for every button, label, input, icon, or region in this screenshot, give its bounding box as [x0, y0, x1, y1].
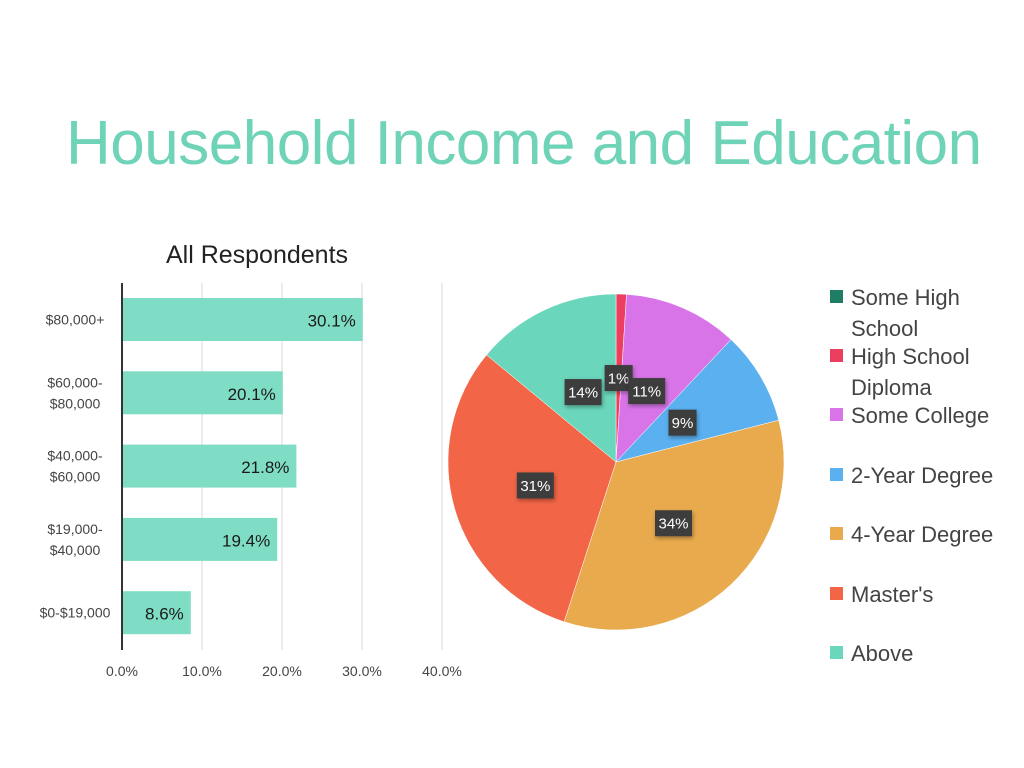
- bar-value-label: 19.4%: [222, 531, 270, 550]
- bar-value-label: 8.6%: [145, 605, 184, 624]
- pie-slice: [615, 294, 732, 463]
- legend-swatch: [830, 646, 843, 659]
- legend-label: Some High School: [851, 285, 960, 341]
- pie-slice: [615, 339, 780, 463]
- pie-slice: [486, 293, 617, 463]
- legend-swatch: [830, 408, 843, 421]
- bar-chart-bars: 30.1% 20.1% 21.8% 19.4% 8.6%: [122, 298, 363, 635]
- bar-value-label: 20.1%: [228, 385, 276, 404]
- x-tick-label: 20.0%: [262, 663, 302, 679]
- legend-label: 2-Year Degree: [851, 463, 994, 488]
- category-label: $0-$19,000: [40, 605, 111, 621]
- bar: [122, 444, 297, 488]
- pie-data-label: 1%: [604, 365, 633, 392]
- bar-chart-title: All Respondents: [166, 241, 348, 269]
- bar: [122, 591, 191, 635]
- bar-chart-category-labels: $80,000+ $60,000-$80,000 $40,000-$60,000 $1…: [40, 312, 111, 621]
- legend-label: Some College: [851, 403, 990, 428]
- bar: [122, 371, 283, 415]
- svg-text:9%: 9%: [672, 415, 694, 432]
- pie-data-label: 9%: [668, 409, 697, 436]
- pie-data-label: 14%: [564, 379, 602, 406]
- svg-text:11%: 11%: [632, 384, 661, 401]
- category-label: $80,000+: [46, 312, 105, 328]
- pie-data-label: 31%: [516, 472, 554, 499]
- bar-value-label: 30.1%: [308, 312, 356, 331]
- bar: [122, 298, 363, 341]
- legend-swatch: [830, 527, 843, 540]
- pie-data-label: 11%: [628, 378, 666, 405]
- svg-text:31%: 31%: [520, 478, 550, 495]
- category-label: $19,000-$40,000: [47, 521, 103, 558]
- legend-label: Above: [851, 641, 914, 666]
- legend-swatch: [830, 468, 843, 481]
- pie-chart-slices: [447, 293, 785, 631]
- pie-chart-data-labels: 1%11% 9% 34% 31% 14%: [516, 365, 697, 537]
- x-tick-label: 40.0%: [422, 663, 462, 679]
- legend-swatch: [830, 587, 843, 600]
- legend-label: Master's: [851, 582, 934, 607]
- svg-text:34%: 34%: [658, 516, 688, 533]
- x-tick-label: 0.0%: [106, 663, 138, 679]
- bar-chart-x-tick-labels: 0.0% 10.0% 20.0% 30.0% 40.0%: [106, 663, 462, 679]
- x-tick-label: 10.0%: [182, 663, 222, 679]
- x-tick-label: 30.0%: [342, 663, 382, 679]
- category-label: $60,000-$80,000: [47, 374, 103, 411]
- legend-swatch: [830, 290, 843, 303]
- category-label: $40,000-$60,000: [47, 448, 103, 485]
- slide-title: Household Income and Education: [66, 109, 982, 178]
- bar-value-label: 21.8%: [241, 458, 289, 477]
- pie-data-label: 34%: [655, 510, 693, 537]
- svg-text:14%: 14%: [568, 385, 598, 402]
- legend-swatch: [830, 349, 843, 362]
- legend-label: High School Diploma: [851, 344, 970, 400]
- legend-label: 4-Year Degree: [851, 522, 994, 547]
- svg-text:1%: 1%: [608, 371, 630, 388]
- bar: [122, 517, 278, 561]
